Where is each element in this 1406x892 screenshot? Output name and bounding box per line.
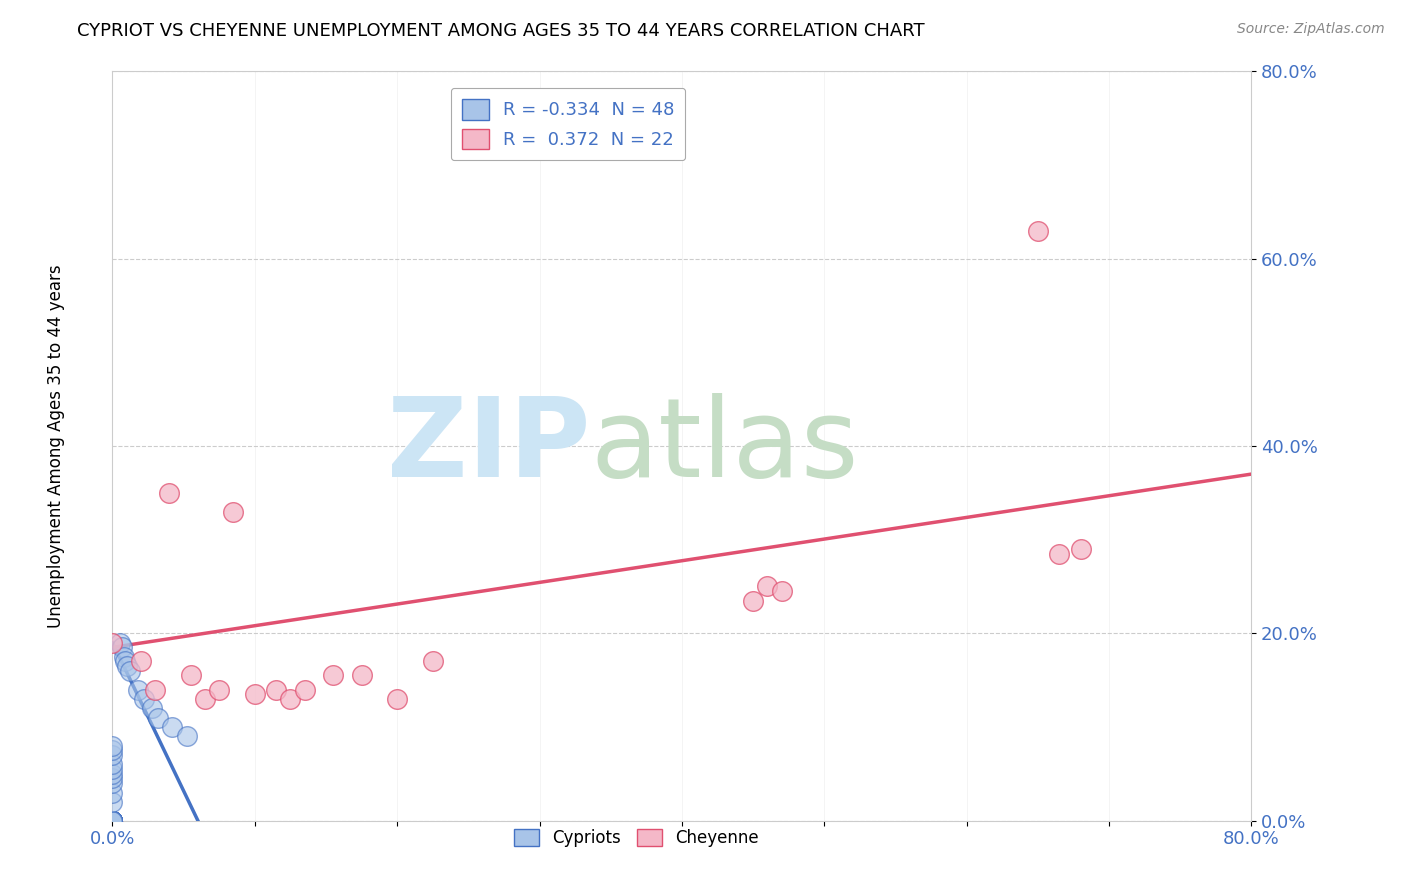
Text: Source: ZipAtlas.com: Source: ZipAtlas.com (1237, 22, 1385, 37)
Point (101, 776, 124, 790)
Point (101, 814, 124, 828)
Point (385, 692, 409, 706)
Point (742, 593, 765, 607)
Point (101, 814, 124, 828)
Point (101, 814, 124, 828)
Point (101, 814, 124, 828)
Point (1047, 547, 1070, 561)
Text: Unemployment Among Ages 35 to 44 years: Unemployment Among Ages 35 to 44 years (48, 264, 65, 628)
Point (101, 814, 124, 828)
Legend: Cypriots, Cheyenne: Cypriots, Cheyenne (506, 822, 766, 854)
Point (1069, 542, 1091, 557)
Point (101, 814, 124, 828)
Point (112, 649, 135, 664)
Point (146, 710, 169, 724)
Point (118, 664, 141, 678)
Point (101, 757, 124, 772)
Point (115, 659, 138, 673)
Point (101, 762, 124, 776)
Point (101, 814, 124, 828)
Point (101, 814, 124, 828)
Point (101, 814, 124, 828)
Point (101, 814, 124, 828)
Point (141, 701, 163, 715)
Point (111, 640, 134, 655)
Point (756, 580, 779, 594)
Point (101, 786, 124, 800)
Point (101, 814, 124, 828)
Point (101, 795, 124, 809)
Point (101, 739, 124, 753)
Text: atlas: atlas (591, 392, 859, 500)
Point (101, 814, 124, 828)
Point (1026, 223, 1049, 237)
Point (108, 635, 131, 649)
Point (176, 730, 198, 744)
Point (101, 814, 124, 828)
Point (222, 505, 245, 519)
Point (208, 682, 231, 697)
Point (101, 814, 124, 828)
Point (127, 682, 149, 697)
Point (194, 692, 217, 706)
Point (243, 687, 266, 701)
Point (101, 814, 124, 828)
Point (132, 692, 155, 706)
Point (101, 743, 124, 757)
Point (114, 655, 136, 669)
Point (180, 668, 202, 682)
Point (159, 486, 180, 500)
Point (101, 814, 124, 828)
Point (101, 747, 124, 762)
Point (162, 720, 184, 734)
Point (322, 668, 344, 682)
Point (101, 772, 124, 786)
Point (350, 668, 373, 682)
Point (101, 814, 124, 828)
Point (101, 767, 124, 781)
Point (101, 814, 124, 828)
Point (101, 814, 124, 828)
Point (101, 814, 124, 828)
Point (101, 814, 124, 828)
Point (280, 692, 302, 706)
Point (101, 814, 124, 828)
Point (294, 682, 316, 697)
Text: CYPRIOT VS CHEYENNE UNEMPLOYMENT AMONG AGES 35 TO 44 YEARS CORRELATION CHART: CYPRIOT VS CHEYENNE UNEMPLOYMENT AMONG A… (77, 22, 925, 40)
Point (101, 635, 124, 649)
Point (101, 814, 124, 828)
Point (143, 682, 166, 697)
Point (129, 655, 152, 669)
Point (264, 682, 287, 697)
Point (101, 814, 124, 828)
Text: ZIP: ZIP (388, 392, 591, 500)
Point (101, 814, 124, 828)
Point (101, 814, 124, 828)
Point (770, 584, 793, 599)
Point (422, 655, 444, 669)
